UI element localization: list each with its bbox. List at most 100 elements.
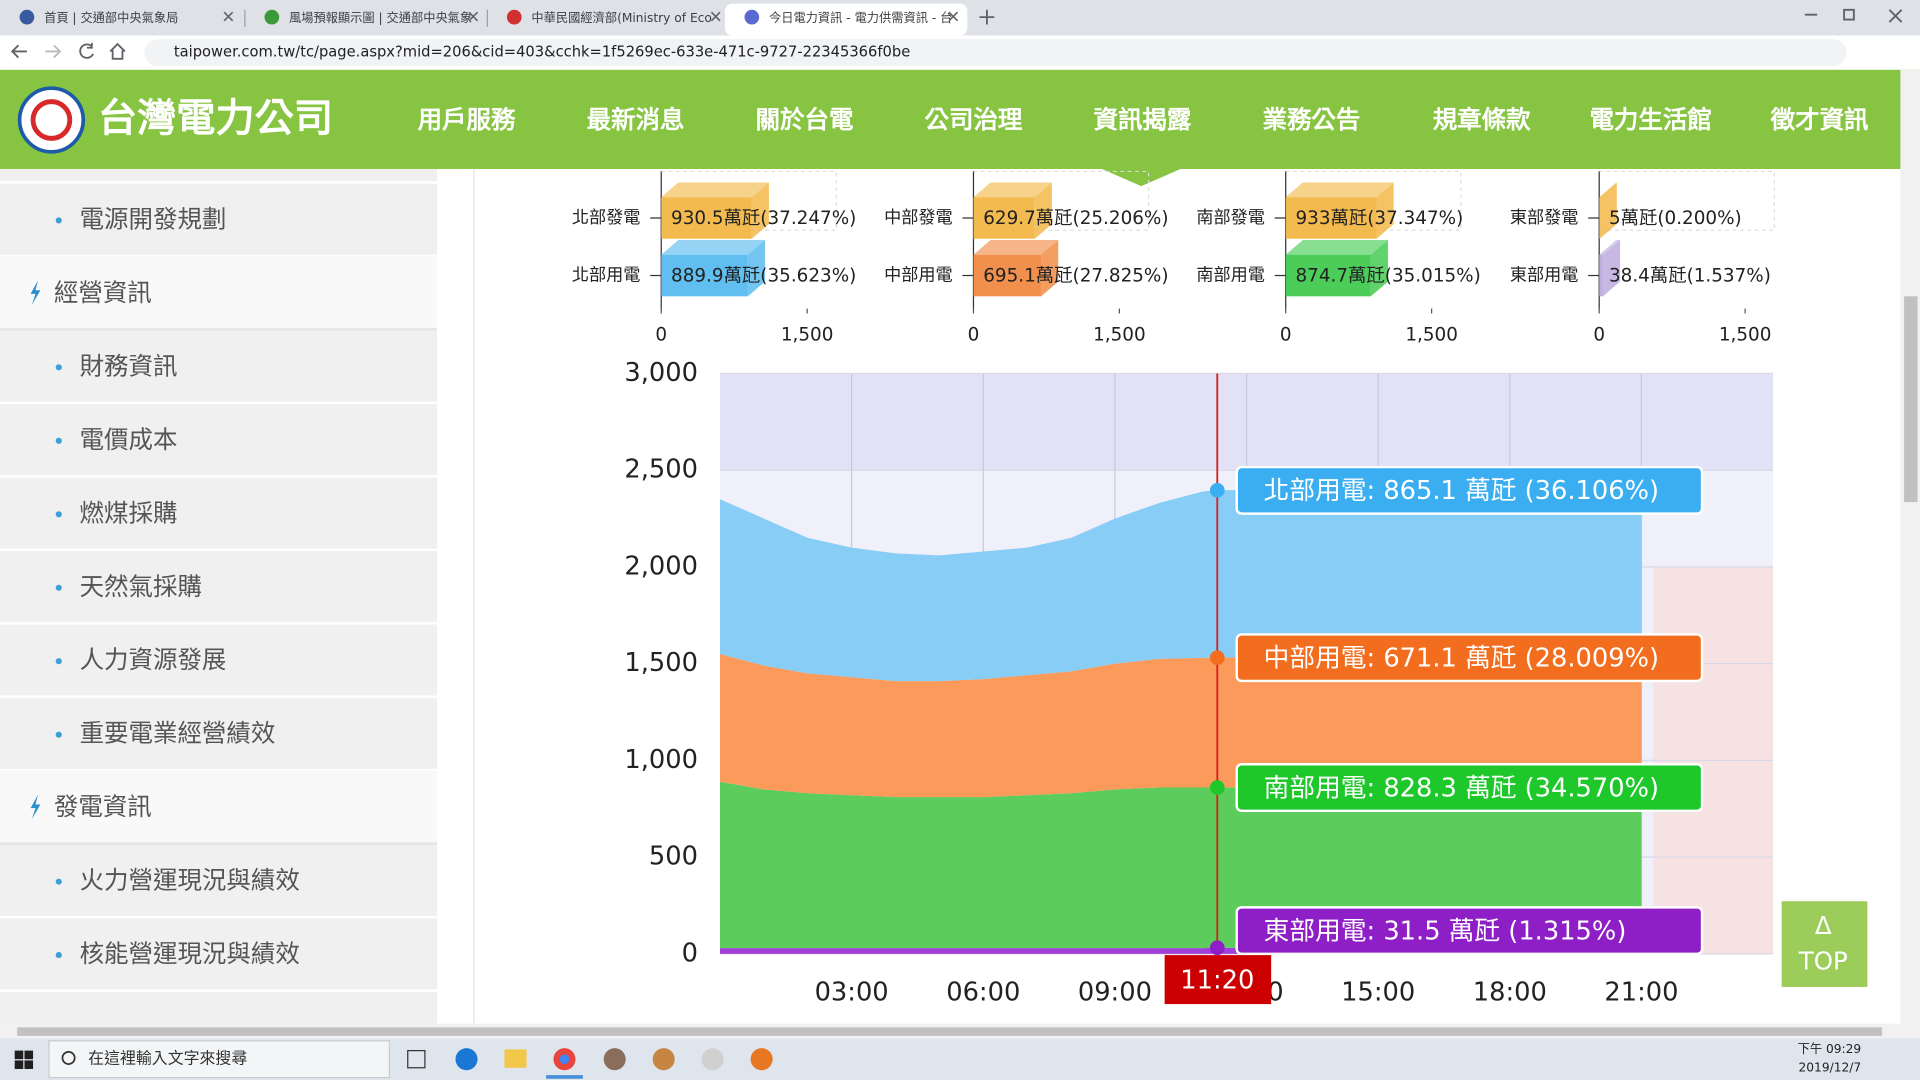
bar-side bbox=[1370, 240, 1388, 297]
y-tick-label: 0 bbox=[682, 938, 698, 968]
app-icon[interactable] bbox=[652, 1048, 675, 1071]
nav-item[interactable]: 徵才資訊 bbox=[1770, 105, 1869, 134]
y-tick-label: 1,500 bbox=[624, 648, 698, 678]
x-tick-label: 15:00 bbox=[1341, 978, 1415, 1008]
x-tick-label: 0 bbox=[1280, 325, 1292, 346]
edge-icon[interactable] bbox=[455, 1048, 478, 1071]
app-icon[interactable] bbox=[701, 1048, 724, 1071]
y-tick-label: 3,000 bbox=[624, 358, 698, 388]
bullet bbox=[55, 437, 62, 444]
value-label: 695.1萬瓩(27.825%) bbox=[983, 266, 1168, 287]
reload-button[interactable] bbox=[79, 42, 94, 59]
tooltip-text: 南部用電: 828.3 萬瓩 (34.570%) bbox=[1264, 773, 1659, 803]
nav-item[interactable]: 公司治理 bbox=[925, 105, 1023, 134]
sidebar-menu: 電源開發規劃經營資訊財務資訊電價成本燃煤採購天然氣採購人力資源發展重要電業經營績… bbox=[0, 181, 438, 992]
tab-title[interactable]: 中華民國經濟部(Ministry of Eco bbox=[531, 10, 711, 25]
nav-item[interactable]: 最新消息 bbox=[587, 105, 685, 134]
tab-title[interactable]: 首頁 | 交通部中央氣象局 bbox=[44, 10, 178, 26]
sidebar-item[interactable]: 重要電業經營績效 bbox=[80, 719, 276, 748]
marker bbox=[1209, 780, 1225, 795]
sidebar-item[interactable]: 天然氣採購 bbox=[80, 572, 202, 601]
nav-item[interactable]: 業務公告 bbox=[1262, 105, 1360, 134]
search-icon bbox=[61, 1050, 76, 1065]
forward-button[interactable] bbox=[45, 44, 62, 59]
tab-title[interactable]: 今日電力資訊 - 電力供需資訊 - 台 bbox=[769, 10, 952, 25]
tooltip bbox=[1235, 633, 1704, 683]
v-scrollbar[interactable] bbox=[1900, 69, 1920, 1024]
crosshair-label-bg bbox=[1164, 955, 1272, 1005]
sidebar-item[interactable]: 火力營運現況與績效 bbox=[80, 866, 300, 895]
marker bbox=[1209, 940, 1225, 956]
url[interactable]: taipower.com.tw/tc/page.aspx?mid=206&cid… bbox=[174, 44, 910, 61]
sidebar-item[interactable]: 電價成本 bbox=[80, 425, 178, 454]
home-button[interactable] bbox=[109, 42, 126, 60]
back-button[interactable] bbox=[10, 44, 27, 59]
nav-item[interactable]: 關於台電 bbox=[756, 105, 854, 134]
v-scroll-thumb[interactable] bbox=[1904, 296, 1918, 503]
task-view[interactable] bbox=[407, 1050, 426, 1069]
nav-item[interactable]: 電力生活館 bbox=[1589, 105, 1711, 134]
nav-item[interactable]: 規章條款 bbox=[1433, 105, 1531, 134]
category-label: 南部發電 bbox=[1196, 208, 1265, 228]
bullet bbox=[55, 878, 62, 885]
window-controls[interactable] bbox=[1804, 8, 1903, 23]
category-label: 東部用電 bbox=[1510, 266, 1579, 286]
bar bbox=[661, 254, 748, 297]
bar-side bbox=[1034, 182, 1052, 239]
clock-time[interactable]: 下午 09:29 bbox=[1798, 1042, 1862, 1056]
sidebar-item[interactable]: 電源開發規劃 bbox=[80, 204, 227, 233]
top-button[interactable] bbox=[1781, 901, 1868, 987]
explorer-icon[interactable] bbox=[504, 1049, 527, 1068]
sidebar-section-title[interactable]: 發電資訊 bbox=[54, 792, 152, 821]
start-button[interactable] bbox=[14, 1050, 34, 1069]
bar bbox=[1285, 254, 1371, 297]
h-scroll-thumb[interactable] bbox=[17, 1027, 1883, 1036]
bullet bbox=[55, 658, 62, 665]
tab-close[interactable] bbox=[948, 11, 959, 22]
tab-title[interactable]: 風場預報顯示圖 | 交通部中央氣象 bbox=[289, 10, 472, 26]
tab-close[interactable] bbox=[710, 11, 721, 22]
logo-text[interactable]: 台灣電力公司 bbox=[98, 97, 333, 142]
nav-item[interactable]: 用戶服務 bbox=[418, 105, 516, 134]
sidebar-item[interactable]: 核能營運現況與績效 bbox=[80, 939, 300, 968]
tooltip-text: 東部用電: 31.5 萬瓩 (1.315%) bbox=[1264, 916, 1627, 946]
sidebar-section-title[interactable]: 經營資訊 bbox=[54, 278, 152, 307]
tab-active[interactable] bbox=[724, 3, 968, 36]
bar bbox=[973, 197, 1035, 239]
app-icon[interactable] bbox=[603, 1048, 626, 1071]
tooltip bbox=[1235, 763, 1704, 813]
clock-date[interactable]: 2019/12/7 bbox=[1798, 1060, 1861, 1074]
value-label: 933萬瓩(37.347%) bbox=[1296, 208, 1464, 229]
nav-item[interactable]: 資訊揭露 bbox=[1094, 105, 1192, 134]
top-icon[interactable]: Δ bbox=[1815, 911, 1832, 940]
bar-side bbox=[1041, 240, 1059, 297]
app-icon[interactable] bbox=[750, 1048, 773, 1071]
x-tick-label: 1,500 bbox=[1093, 325, 1146, 346]
search-box[interactable] bbox=[48, 1040, 390, 1079]
x-tick-label: 1,500 bbox=[781, 325, 834, 346]
sidebar-item[interactable]: 財務資訊 bbox=[80, 351, 178, 380]
tab-favicon bbox=[19, 9, 35, 25]
category-label: 北部用電 bbox=[572, 266, 641, 286]
marker bbox=[1209, 482, 1225, 498]
active-indicator bbox=[546, 1075, 583, 1079]
top-label[interactable]: TOP bbox=[1798, 946, 1848, 975]
lightning-icon bbox=[30, 280, 41, 305]
tooltip-text: 中部用電: 671.1 萬瓩 (28.009%) bbox=[1264, 643, 1659, 673]
search-placeholder[interactable]: 在這裡輸入文字來搜尋 bbox=[88, 1049, 247, 1068]
bar-depth bbox=[973, 240, 1059, 255]
value-label: 930.5萬瓩(37.247%) bbox=[671, 208, 856, 229]
sidebar-item[interactable]: 人力資源發展 bbox=[80, 645, 227, 674]
new-tab[interactable] bbox=[979, 9, 995, 25]
sidebar-item[interactable]: 燃煤採購 bbox=[80, 498, 178, 527]
address-bar[interactable] bbox=[144, 39, 1847, 67]
nav-buttons bbox=[10, 8, 1903, 60]
bar bbox=[973, 254, 1042, 297]
tab-close[interactable] bbox=[468, 11, 479, 22]
x-tick-label: 1,500 bbox=[1405, 325, 1458, 346]
tab-close[interactable] bbox=[223, 11, 234, 22]
sidebar-section[interactable] bbox=[0, 255, 438, 330]
logo-mark[interactable] bbox=[17, 86, 86, 154]
sidebar-section[interactable] bbox=[0, 770, 438, 844]
